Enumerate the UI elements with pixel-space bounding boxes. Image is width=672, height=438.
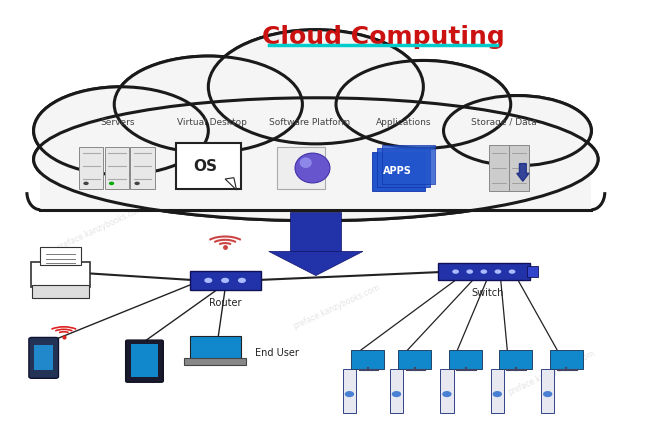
FancyBboxPatch shape: [184, 358, 246, 365]
Ellipse shape: [34, 99, 598, 221]
Text: Router: Router: [209, 297, 241, 307]
FancyBboxPatch shape: [105, 148, 129, 189]
Circle shape: [493, 391, 502, 397]
Circle shape: [480, 270, 487, 274]
Text: Software Platform: Software Platform: [269, 118, 349, 127]
Circle shape: [543, 391, 552, 397]
Text: Cloud Computing: Cloud Computing: [261, 25, 505, 49]
FancyBboxPatch shape: [34, 346, 53, 371]
FancyBboxPatch shape: [277, 148, 325, 190]
Ellipse shape: [34, 88, 208, 175]
Circle shape: [109, 182, 114, 186]
FancyBboxPatch shape: [377, 149, 430, 188]
Text: End User: End User: [255, 348, 299, 357]
FancyBboxPatch shape: [550, 350, 583, 369]
Ellipse shape: [444, 96, 591, 166]
FancyBboxPatch shape: [29, 338, 58, 378]
Text: Servers: Servers: [100, 118, 135, 127]
FancyBboxPatch shape: [527, 267, 538, 277]
Ellipse shape: [34, 88, 208, 175]
FancyBboxPatch shape: [398, 350, 431, 369]
Ellipse shape: [336, 61, 511, 149]
Circle shape: [83, 182, 89, 186]
FancyBboxPatch shape: [491, 369, 504, 413]
Ellipse shape: [336, 61, 511, 149]
Circle shape: [221, 278, 229, 283]
Circle shape: [238, 278, 246, 283]
Text: preface.kanzybooks.com: preface.kanzybooks.com: [56, 204, 146, 252]
FancyBboxPatch shape: [40, 247, 81, 265]
Ellipse shape: [300, 158, 312, 169]
FancyBboxPatch shape: [290, 212, 341, 252]
FancyBboxPatch shape: [382, 145, 435, 184]
Text: Applications: Applications: [376, 118, 431, 127]
FancyBboxPatch shape: [79, 148, 103, 189]
FancyBboxPatch shape: [32, 285, 89, 298]
FancyBboxPatch shape: [130, 148, 155, 189]
FancyBboxPatch shape: [351, 350, 384, 369]
Text: preface.kanzybooks.com: preface.kanzybooks.com: [506, 348, 596, 396]
Ellipse shape: [114, 57, 302, 153]
FancyBboxPatch shape: [131, 345, 158, 377]
FancyBboxPatch shape: [440, 369, 454, 413]
FancyBboxPatch shape: [343, 369, 356, 413]
FancyBboxPatch shape: [390, 369, 403, 413]
Ellipse shape: [208, 31, 423, 145]
FancyBboxPatch shape: [499, 350, 532, 369]
FancyBboxPatch shape: [126, 340, 163, 382]
Circle shape: [442, 391, 452, 397]
Ellipse shape: [444, 96, 591, 166]
Circle shape: [392, 391, 401, 397]
FancyBboxPatch shape: [176, 143, 241, 190]
Polygon shape: [269, 252, 363, 276]
FancyBboxPatch shape: [40, 158, 591, 210]
FancyBboxPatch shape: [509, 146, 529, 191]
FancyBboxPatch shape: [489, 146, 509, 191]
FancyBboxPatch shape: [438, 264, 530, 281]
FancyBboxPatch shape: [31, 262, 90, 288]
Circle shape: [134, 182, 140, 186]
Text: preface.kanzybooks.com: preface.kanzybooks.com: [291, 283, 381, 331]
Circle shape: [495, 270, 501, 274]
FancyBboxPatch shape: [190, 336, 241, 360]
FancyBboxPatch shape: [449, 350, 482, 369]
Circle shape: [345, 391, 354, 397]
Circle shape: [509, 270, 515, 274]
Ellipse shape: [34, 99, 598, 221]
FancyBboxPatch shape: [372, 152, 425, 191]
Circle shape: [204, 278, 212, 283]
Text: OS: OS: [193, 159, 217, 174]
FancyBboxPatch shape: [190, 271, 261, 290]
Ellipse shape: [208, 31, 423, 145]
Circle shape: [466, 270, 473, 274]
Text: APPS: APPS: [384, 166, 412, 176]
Circle shape: [452, 270, 459, 274]
Text: Storage / Data: Storage / Data: [471, 118, 537, 127]
Polygon shape: [225, 178, 237, 191]
Text: Switch: Switch: [471, 287, 503, 297]
Ellipse shape: [295, 154, 330, 184]
FancyBboxPatch shape: [541, 369, 554, 413]
Ellipse shape: [114, 57, 302, 153]
Text: Virtual Desktop: Virtual Desktop: [177, 118, 247, 127]
FancyArrow shape: [517, 164, 529, 182]
